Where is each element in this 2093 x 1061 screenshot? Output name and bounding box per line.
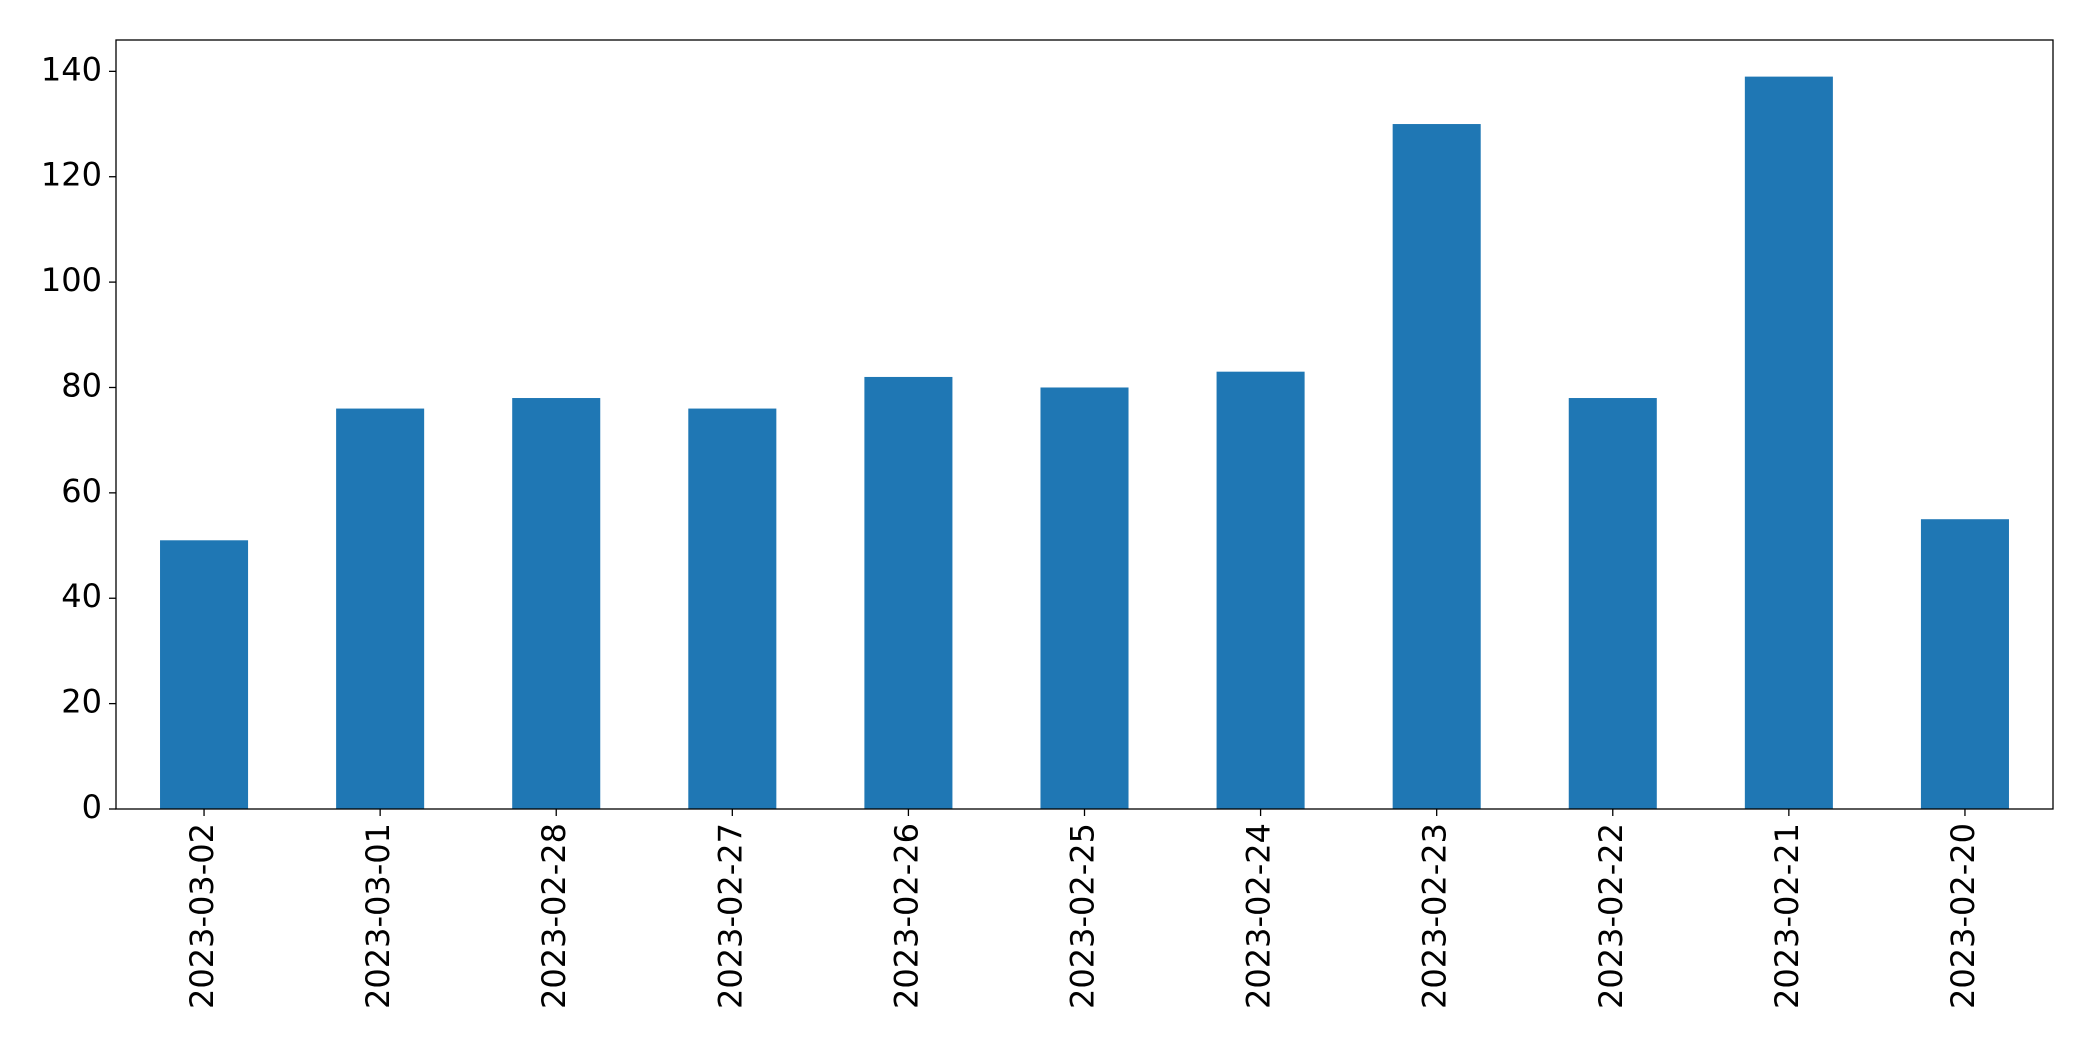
y-tick-label: 100 [41, 261, 102, 299]
x-tick-label: 2023-02-26 [887, 823, 925, 1009]
bar [688, 408, 777, 809]
x-tick-label: 2023-03-02 [183, 823, 221, 1009]
x-tick-label: 2023-02-27 [711, 823, 749, 1009]
x-tick-label: 2023-02-20 [1944, 823, 1982, 1009]
plot-frame [115, 39, 2054, 810]
x-tick-label: 2023-02-22 [1592, 823, 1630, 1009]
bar [1920, 519, 2009, 809]
x-tick-label: 2023-02-25 [1064, 823, 1102, 1009]
y-tick-label: 20 [61, 683, 102, 721]
y-tick-label: 80 [61, 366, 102, 404]
x-tick-label: 2023-02-24 [1240, 823, 1278, 1009]
y-tick-label: 120 [41, 156, 102, 194]
bar [336, 408, 425, 809]
x-tick-label: 2023-02-21 [1768, 823, 1806, 1009]
y-tick-label: 0 [82, 788, 102, 826]
x-tick-label: 2023-02-23 [1416, 823, 1454, 1009]
bar [1392, 124, 1481, 809]
bar [512, 398, 601, 809]
y-tick-label: 40 [61, 577, 102, 615]
bar [1216, 371, 1305, 809]
bar [1040, 387, 1129, 809]
bar [864, 376, 953, 809]
x-tick-label: 2023-02-28 [535, 823, 573, 1009]
y-tick-label: 60 [61, 472, 102, 510]
bar [1568, 398, 1657, 809]
x-tick-label: 2023-03-01 [359, 823, 397, 1009]
y-tick-label: 140 [41, 50, 102, 88]
bar [1744, 76, 1833, 810]
bar [160, 540, 249, 809]
